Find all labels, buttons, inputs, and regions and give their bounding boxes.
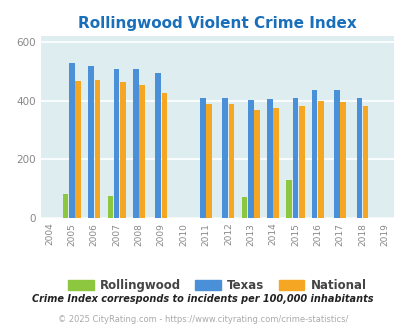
Legend: Rollingwood, Texas, National: Rollingwood, Texas, National	[63, 275, 370, 297]
Bar	[133, 69, 139, 218]
Bar	[88, 66, 94, 218]
Bar	[222, 98, 228, 218]
Title: Rollingwood Violent Crime Index: Rollingwood Violent Crime Index	[78, 16, 356, 31]
Bar	[63, 194, 68, 218]
Bar	[107, 196, 113, 218]
Bar	[241, 197, 247, 218]
Text: Crime Index corresponds to incidents per 100,000 inhabitants: Crime Index corresponds to incidents per…	[32, 294, 373, 304]
Bar	[286, 180, 291, 218]
Bar	[298, 106, 304, 218]
Bar	[139, 84, 145, 218]
Bar	[113, 69, 119, 218]
Bar	[292, 98, 298, 218]
Bar	[254, 110, 259, 218]
Bar	[356, 98, 361, 218]
Text: © 2025 CityRating.com - https://www.cityrating.com/crime-statistics/: © 2025 CityRating.com - https://www.city…	[58, 315, 347, 324]
Bar	[340, 102, 345, 218]
Bar	[75, 81, 81, 218]
Bar	[200, 98, 205, 218]
Bar	[273, 108, 278, 218]
Bar	[362, 106, 368, 218]
Bar	[247, 100, 253, 218]
Bar	[94, 80, 100, 218]
Bar	[228, 104, 234, 218]
Bar	[318, 101, 323, 218]
Bar	[120, 82, 126, 218]
Bar	[206, 104, 211, 218]
Bar	[69, 63, 75, 218]
Bar	[161, 92, 167, 218]
Bar	[311, 90, 317, 218]
Bar	[155, 73, 161, 218]
Bar	[333, 89, 339, 218]
Bar	[266, 99, 272, 218]
